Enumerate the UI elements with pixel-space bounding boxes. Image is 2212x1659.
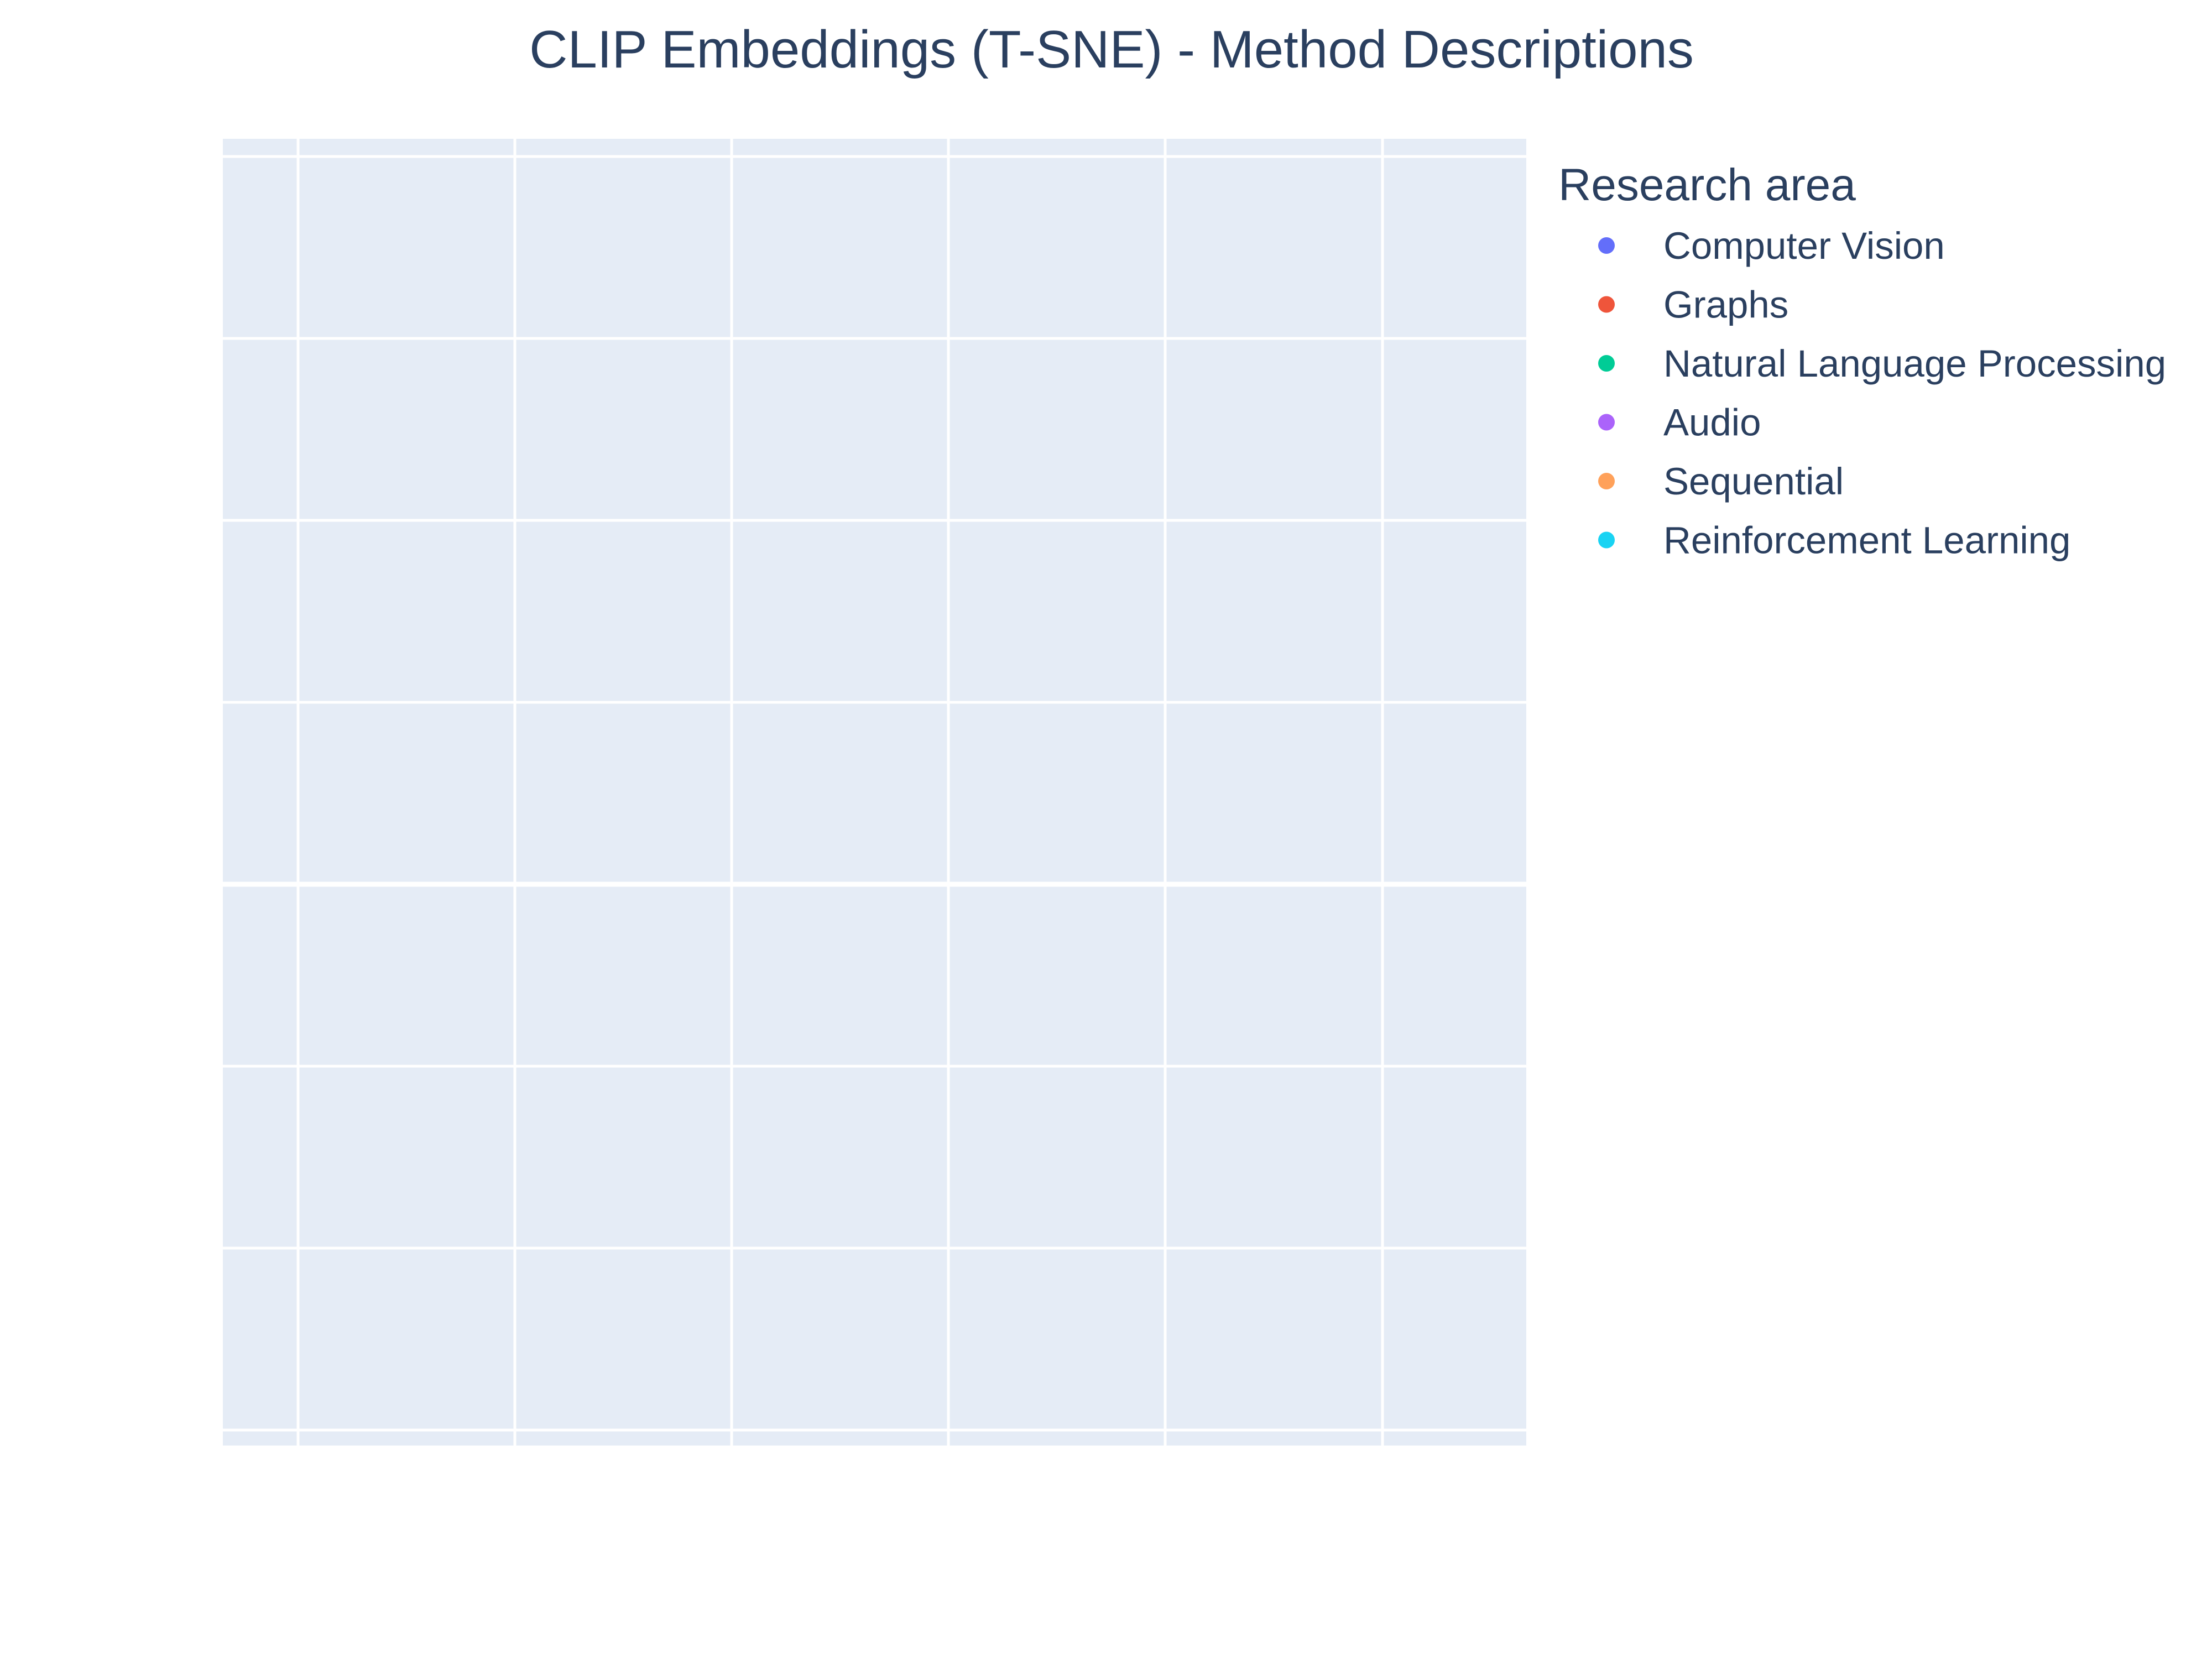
plot-area (223, 139, 1526, 1446)
legend-item[interactable]: Natural Language Processing (1598, 342, 2166, 385)
legend-item[interactable]: Audio (1598, 401, 1761, 444)
legend-label: Graphs (1663, 284, 1788, 326)
legend-item[interactable]: Computer Vision (1598, 225, 1945, 267)
legend-item[interactable]: Reinforcement Learning (1598, 519, 2070, 562)
legend-title: Research area (1558, 160, 1856, 210)
legend-label: Natural Language Processing (1663, 342, 2166, 385)
legend-label: Computer Vision (1663, 225, 1945, 267)
legend-marker (1598, 355, 1615, 372)
legend-label: Audio (1663, 401, 1761, 444)
legend-label: Sequential (1663, 460, 1844, 503)
legend-marker (1598, 296, 1615, 313)
legend-marker (1598, 237, 1615, 254)
legend-marker (1598, 531, 1615, 549)
legend-marker (1598, 473, 1615, 489)
legend-marker (1598, 414, 1615, 431)
legend-item[interactable]: Graphs (1598, 284, 1788, 326)
legend-label: Reinforcement Learning (1663, 519, 2070, 562)
legend: Research area Computer Vision Graphs Natur… (1558, 160, 2166, 562)
legend-item[interactable]: Sequential (1598, 460, 1844, 503)
grid (223, 139, 1526, 1446)
chart-title: CLIP Embeddings (T-SNE) - Method Descrip… (529, 20, 1694, 79)
